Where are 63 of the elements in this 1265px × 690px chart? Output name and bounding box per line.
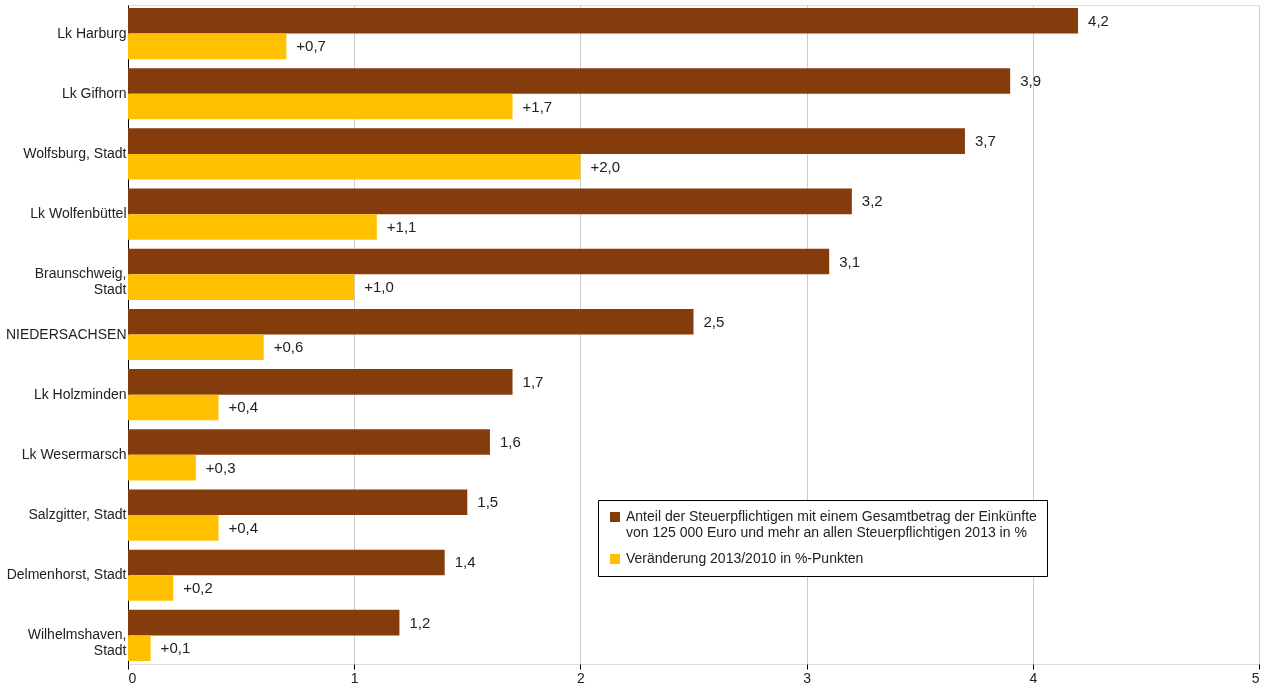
y-tick-label: Delmenhorst, Stadt <box>6 566 127 583</box>
legend-label: Veränderung 2013/2010 in %-Punkten <box>626 550 864 566</box>
bar <box>128 609 400 636</box>
bar <box>128 274 355 300</box>
bar <box>128 515 219 541</box>
data-label: +0,4 <box>228 518 259 536</box>
bar <box>128 394 219 421</box>
bar <box>128 635 151 661</box>
data-label: 1,4 <box>454 553 476 571</box>
data-label: 3,7 <box>974 132 996 150</box>
x-tick-label: 1 <box>350 669 359 686</box>
x-tick-label: 3 <box>803 669 812 686</box>
bar <box>128 128 965 154</box>
data-label: 2,5 <box>703 312 725 330</box>
y-tick-label: NIEDERSACHSEN <box>5 325 127 342</box>
y-tick-label: Wilhelmshaven, Stadt <box>27 626 127 659</box>
bar <box>128 454 196 481</box>
y-tick-label: Salzgitter, Stadt <box>28 506 127 523</box>
bar <box>128 188 852 215</box>
y-tick-label: Braunschweig, Stadt <box>34 265 127 298</box>
bar <box>128 429 490 455</box>
x-tick-label: 4 <box>1029 669 1038 686</box>
y-tick-label: Lk Wesermarsch <box>21 445 127 462</box>
y-tick-label: Lk Gifhorn <box>61 84 127 101</box>
bar <box>128 334 264 361</box>
x-tick-label: 5 <box>1251 669 1260 686</box>
data-label: +1,1 <box>386 217 417 235</box>
y-tick-label: Lk Wolfenbüttel <box>30 205 127 222</box>
data-label: 3,9 <box>1020 71 1042 89</box>
data-label: 3,1 <box>839 252 861 270</box>
bar <box>128 248 830 275</box>
y-tick-label: Lk Harburg <box>57 24 127 41</box>
data-label: 1,5 <box>477 493 499 511</box>
data-label: 3,2 <box>861 192 883 210</box>
bar <box>128 153 581 180</box>
bar <box>128 68 1011 94</box>
data-label: 1,6 <box>499 433 521 451</box>
x-tick-label: 2 <box>577 669 585 686</box>
bar <box>128 489 468 516</box>
bar <box>128 8 1079 34</box>
y-tick-label: Wolfsburg, Stadt <box>23 144 127 161</box>
x-tick-label: 0 <box>128 669 137 686</box>
data-label: 1,7 <box>522 372 544 390</box>
data-label: +1,0 <box>364 278 394 296</box>
data-label: +0,7 <box>296 37 326 55</box>
bar <box>128 93 513 120</box>
bar <box>128 549 445 576</box>
data-label: 1,2 <box>409 613 431 631</box>
bar <box>128 308 694 335</box>
data-label: 4,2 <box>1088 11 1109 29</box>
bar <box>128 33 287 60</box>
data-label: +0,1 <box>160 639 191 657</box>
data-label: +0,3 <box>205 458 236 476</box>
y-tick-label: Lk Holzminden <box>33 385 127 402</box>
bar <box>128 575 174 601</box>
data-label: +0,4 <box>228 398 259 416</box>
bar <box>128 214 377 240</box>
data-label: +1,7 <box>522 97 553 115</box>
data-label: +0,6 <box>273 338 304 356</box>
data-label: +0,2 <box>183 579 213 597</box>
bar <box>128 369 513 395</box>
data-label: +2,0 <box>590 157 621 175</box>
legend-label: Anteil der Steuerpflichtigen mit einem Gesamtbetrag der Einkünfte von 125 000 Euro und mehr an allen Steuerpflichtigen 2013 in % <box>626 508 1038 540</box>
